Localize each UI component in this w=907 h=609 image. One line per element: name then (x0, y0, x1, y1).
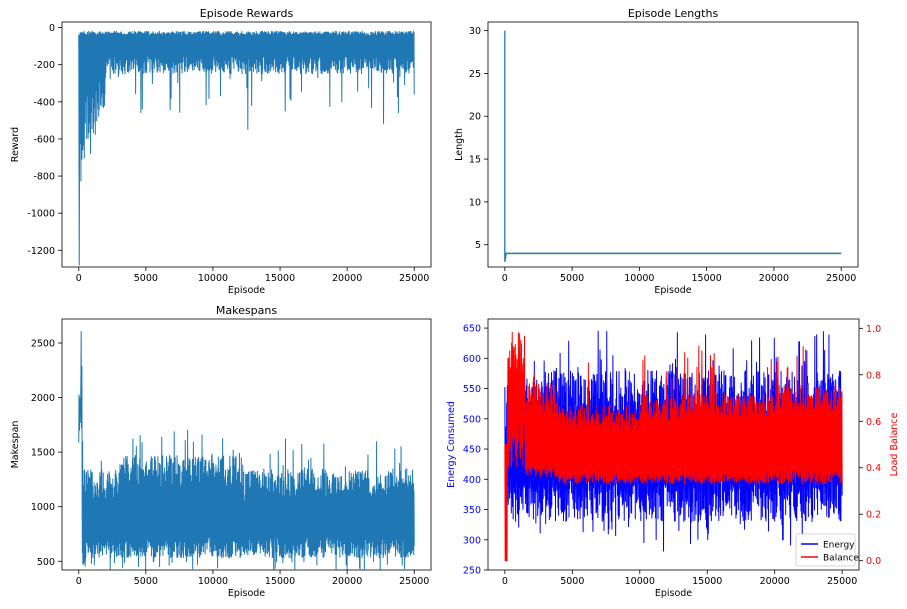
x-axis-label: Episode (655, 588, 692, 599)
x-tick-label: 10000 (198, 576, 228, 587)
y-tick-label: -1000 (27, 209, 55, 220)
y-tick-label: 2000 (31, 393, 55, 404)
plot-area (504, 30, 842, 262)
legend-label-balance: Balance (823, 554, 859, 564)
legend-label-energy: Energy (823, 541, 855, 551)
plot-area (504, 330, 843, 562)
series-balance-line (504, 332, 843, 562)
y-right-tick-label: 0.6 (866, 417, 881, 428)
plot-area (78, 30, 415, 266)
series-makespan-line (78, 331, 415, 570)
y-tick-label: 10 (469, 197, 481, 208)
y-tick-label: 20 (469, 112, 481, 123)
y-tick-label: 350 (463, 505, 481, 516)
x-axis-label: Episode (228, 285, 265, 296)
chart-title: Makespans (216, 304, 277, 317)
y-tick-label: 650 (463, 324, 481, 335)
y-right-tick-label: 0.4 (866, 463, 881, 474)
x-tick-label: 25000 (826, 273, 856, 284)
chart-title: Episode Rewards (200, 7, 294, 20)
y-tick-label: 550 (463, 384, 481, 395)
y-tick-label: 400 (463, 475, 481, 486)
x-tick-label: 25000 (827, 576, 857, 587)
y-axis-label: Energy Consumed (446, 401, 457, 488)
x-tick-label: 0 (502, 576, 508, 587)
x-tick-label: 0 (502, 273, 508, 284)
y-right-tick-label: 0.8 (866, 370, 881, 381)
axes-frame (61, 21, 432, 268)
y-tick-label: 2500 (31, 339, 55, 350)
x-tick-label: 20000 (332, 576, 362, 587)
x-tick-label: 20000 (760, 576, 790, 587)
y-right-tick-label: 1.0 (866, 324, 881, 335)
x-tick-label: 5000 (560, 273, 584, 284)
y-tick-label: -400 (33, 97, 55, 108)
x-tick-label: 5000 (560, 576, 584, 587)
x-tick-label: 20000 (759, 273, 789, 284)
axes-frame (487, 21, 859, 268)
y-tick-label: 0 (49, 23, 55, 34)
y-tick-label: 1500 (31, 448, 55, 459)
x-axis-label: Episode (228, 588, 265, 599)
y-axis-label: Length (454, 128, 465, 161)
y-tick-label: -600 (33, 134, 55, 145)
x-tick-label: 15000 (265, 273, 295, 284)
x-tick-label: 10000 (625, 576, 655, 587)
y-tick-label: 250 (463, 566, 481, 577)
y-axis-label: Reward (10, 127, 21, 162)
y-right-tick-label: 0.2 (866, 510, 881, 521)
y-axis-label: Makespan (10, 421, 21, 469)
y-right-axis-label: Load Balance (889, 412, 900, 476)
chart-2: 0 5000 10000 15000 20000 25000 5 10 15 20 25 30 Epis… (454, 7, 859, 296)
y-right-tick-label: 0.0 (866, 556, 881, 567)
x-tick-label: 0 (76, 576, 82, 587)
chart-title: Episode Lengths (628, 7, 719, 20)
y-tick-label: 500 (463, 414, 481, 425)
chart-1: 0 5000 10000 15000 20000 25000 0 -200 -400 -600 -8… (10, 7, 432, 296)
y-tick-label: 1000 (31, 502, 55, 513)
y-tick-label: 5 (475, 240, 481, 251)
x-tick-label: 5000 (134, 576, 158, 587)
y-tick-label: -200 (33, 60, 55, 71)
x-tick-label: 25000 (399, 273, 429, 284)
y-tick-label: 450 (463, 445, 481, 456)
y-tick-label: -1200 (27, 246, 55, 257)
legend: Energy Balance (795, 533, 859, 567)
y-tick-label: -800 (33, 172, 55, 183)
y-tick-label: 500 (37, 557, 55, 568)
x-tick-label: 0 (76, 273, 82, 284)
x-tick-label: 10000 (624, 273, 654, 284)
x-tick-label: 15000 (692, 273, 722, 284)
y-tick-label: 30 (469, 26, 481, 37)
chart-3: 0 5000 10000 15000 20000 25000 500 1000 1500 2000… (10, 304, 432, 599)
y-tick-label: 15 (469, 155, 481, 166)
x-tick-label: 10000 (198, 273, 228, 284)
plot-area (78, 331, 415, 570)
series-reward-line (78, 30, 415, 266)
y-tick-label: 25 (469, 69, 481, 80)
x-tick-label: 25000 (399, 576, 429, 587)
y-tick-label: 600 (463, 354, 481, 365)
y-tick-label: 300 (463, 535, 481, 546)
x-tick-label: 20000 (332, 273, 362, 284)
axes-frame (61, 318, 432, 571)
x-tick-label: 15000 (265, 576, 295, 587)
x-axis-label: Episode (654, 285, 691, 296)
series-length-line (504, 30, 842, 262)
x-tick-label: 15000 (692, 576, 722, 587)
axes-frame (487, 318, 860, 571)
x-tick-label: 5000 (134, 273, 158, 284)
chart-4: 0.0 0.2 0.4 0.6 0.8 1.0 Load Balance Energy Bala… (446, 318, 900, 599)
